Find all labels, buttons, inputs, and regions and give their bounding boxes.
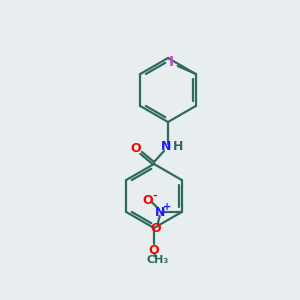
Text: -: - — [152, 191, 157, 201]
Text: O: O — [142, 194, 153, 206]
Text: O: O — [149, 244, 159, 256]
Text: +: + — [163, 202, 171, 212]
Text: N: N — [161, 140, 171, 152]
Text: H: H — [173, 140, 183, 152]
Text: O: O — [150, 221, 161, 235]
Text: CH₃: CH₃ — [147, 255, 169, 265]
Text: N: N — [154, 206, 165, 218]
Text: I: I — [169, 55, 174, 69]
Text: O: O — [131, 142, 141, 155]
